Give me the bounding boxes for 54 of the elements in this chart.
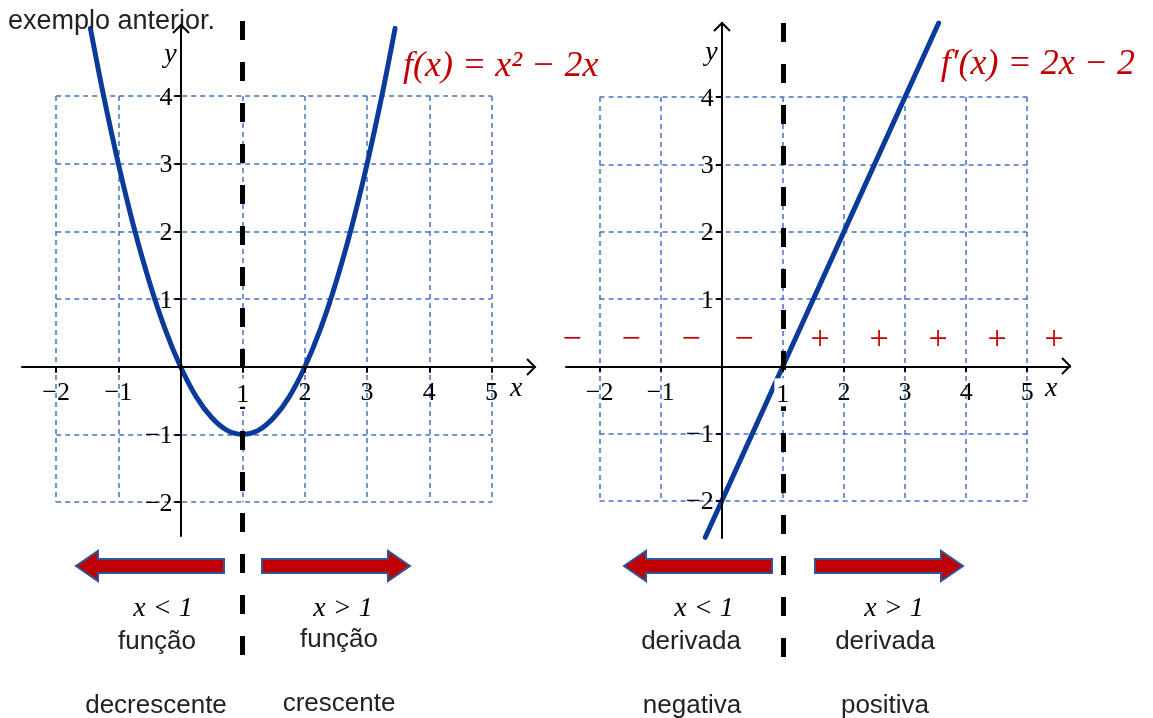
text: negativa: [642, 689, 742, 718]
series-label: f′(x) = 2x − 2: [940, 42, 1136, 82]
text: x < 1: [673, 590, 734, 622]
annotation: +: [1044, 318, 1064, 356]
text: decrescente: [85, 689, 227, 718]
text: derivada: [835, 625, 936, 655]
y-tick-label: −1: [686, 419, 714, 449]
x-tick-label: 3: [898, 376, 912, 406]
annotation: +: [810, 318, 830, 356]
y-tick-label: 2: [700, 217, 714, 247]
y-axis-title: y: [161, 36, 178, 68]
x-axis-title: x: [509, 371, 523, 403]
x-tick-label: 2: [298, 377, 312, 407]
x-tick-label: −1: [646, 376, 675, 406]
annotation: −: [621, 318, 641, 356]
text: derivada: [641, 625, 742, 655]
x-tick-label: −1: [104, 377, 133, 407]
y-tick-label: 1: [700, 284, 714, 314]
annotation: −: [734, 318, 754, 356]
text: função: [117, 625, 197, 655]
text: positiva: [840, 689, 930, 718]
annotation: −: [562, 318, 582, 356]
x-tick-label: 5: [1020, 376, 1034, 406]
annotation: +: [987, 318, 1007, 356]
y-tick-label: 2: [159, 216, 173, 246]
x-tick-label: 4: [422, 377, 436, 407]
annotation: +: [928, 318, 948, 356]
annotation: −: [681, 318, 701, 356]
text: x < 1: [132, 590, 193, 622]
x-tick-label: −2: [585, 376, 614, 406]
text: função: [299, 623, 379, 653]
x-tick-label: 4: [959, 376, 973, 406]
y-tick-label: 4: [700, 82, 714, 112]
x-tick-label: 1: [776, 378, 790, 408]
series-label: f(x) = x² − 2x: [403, 44, 599, 85]
y-tick-label: −2: [144, 487, 173, 517]
x-tick-label: 1: [236, 379, 250, 409]
y-tick-label: 3: [700, 149, 714, 179]
y-tick-label: 3: [159, 149, 173, 179]
x-tick-label: 5: [484, 377, 498, 407]
text: x > 1: [863, 590, 924, 622]
x-tick-label: −2: [42, 377, 71, 407]
y-tick-label: −1: [144, 419, 173, 449]
annotation: +: [869, 318, 889, 356]
y-axis-title: y: [702, 34, 719, 66]
annotation: exemplo anterior.: [8, 5, 216, 35]
text: x > 1: [312, 590, 373, 622]
text: crescente: [282, 687, 396, 717]
y-tick-label: −2: [686, 486, 714, 516]
x-tick-label: 3: [360, 377, 374, 407]
x-tick-label: 2: [837, 376, 851, 406]
x-axis-title: x: [1044, 370, 1058, 402]
y-tick-label: 1: [159, 284, 173, 314]
y-tick-label: 4: [159, 81, 173, 111]
